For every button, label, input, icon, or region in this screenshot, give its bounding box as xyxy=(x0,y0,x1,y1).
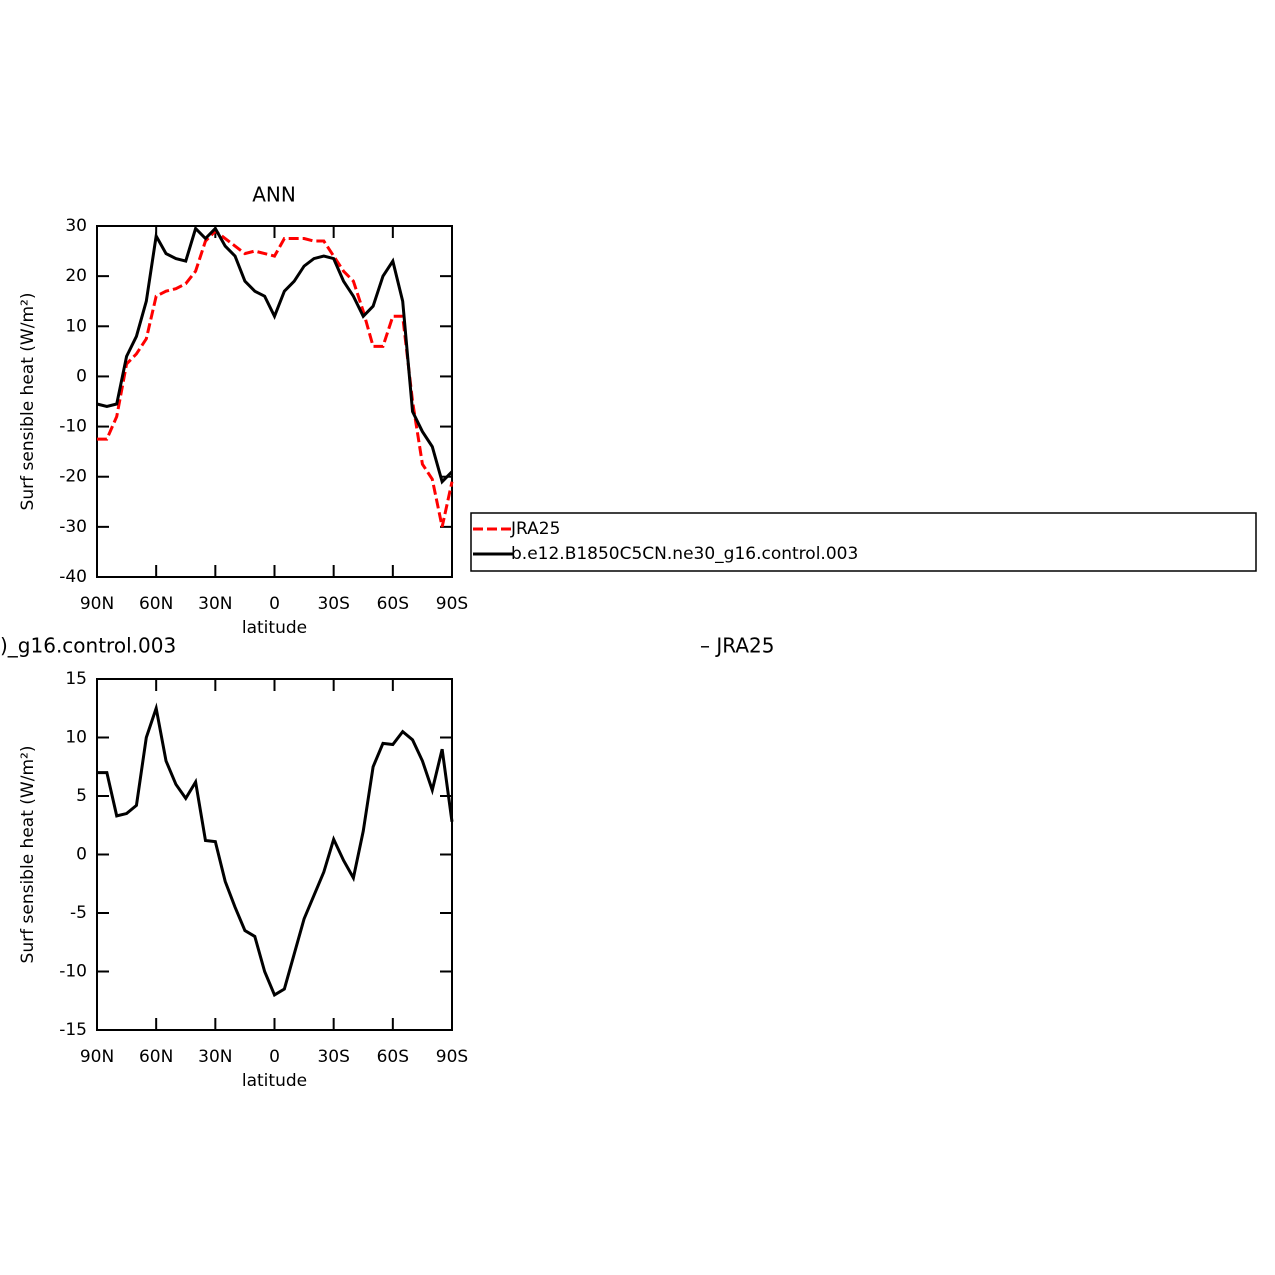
x-tick-label: 90S xyxy=(436,594,468,614)
y-tick-label: 20 xyxy=(65,266,87,286)
y-tick-label: -15 xyxy=(59,1020,87,1040)
y-tick-label: -10 xyxy=(59,962,87,982)
y-tick-label: 30 xyxy=(65,216,87,236)
plot-frame xyxy=(96,678,453,1031)
y-tick-label: 0 xyxy=(76,845,87,865)
legend-label: b.e12.B1850C5CN.ne30_g16.control.003 xyxy=(511,544,858,564)
y-tick-label: -30 xyxy=(59,517,87,537)
y-axis-label: Surf sensible heat (W/m²) xyxy=(18,746,38,964)
legend-label: JRA25 xyxy=(510,519,560,539)
data-line xyxy=(97,229,454,528)
x-tick-label: 60S xyxy=(377,594,409,614)
y-axis-label: Surf sensible heat (W/m²) xyxy=(18,293,38,511)
y-tick-label: -20 xyxy=(59,467,87,487)
y-tick-label: 15 xyxy=(65,669,87,689)
x-axis-label: latitude xyxy=(242,1071,307,1091)
x-tick-label: 0 xyxy=(269,594,280,614)
x-tick-label: 60N xyxy=(139,1047,173,1067)
x-tick-label: 90N xyxy=(80,594,114,614)
x-tick-label: 0 xyxy=(269,1047,280,1067)
y-tick-label: -10 xyxy=(59,417,87,437)
annotation: – JRA25 xyxy=(700,634,774,658)
data-line xyxy=(96,225,454,485)
y-tick-label: -40 xyxy=(59,567,87,587)
x-tick-label: 30S xyxy=(317,594,349,614)
x-tick-label: 60S xyxy=(377,1047,409,1067)
x-axis-label: latitude xyxy=(242,618,307,638)
data-line xyxy=(97,702,454,998)
x-tick-label: 30N xyxy=(198,1047,232,1067)
chart-title: )_g16.control.003 xyxy=(0,634,176,658)
chart-title: ANN xyxy=(252,183,296,207)
y-tick-label: 10 xyxy=(65,316,87,336)
y-tick-label: 0 xyxy=(76,366,87,386)
y-tick-label: 5 xyxy=(76,786,87,806)
x-tick-label: 90N xyxy=(80,1047,114,1067)
y-tick-label: 10 xyxy=(65,728,87,748)
x-tick-label: 30S xyxy=(317,1047,349,1067)
legend-box xyxy=(470,512,1257,572)
x-tick-label: 90S xyxy=(436,1047,468,1067)
y-tick-label: -5 xyxy=(70,903,87,923)
x-tick-label: 60N xyxy=(139,594,173,614)
x-tick-label: 30N xyxy=(198,594,232,614)
